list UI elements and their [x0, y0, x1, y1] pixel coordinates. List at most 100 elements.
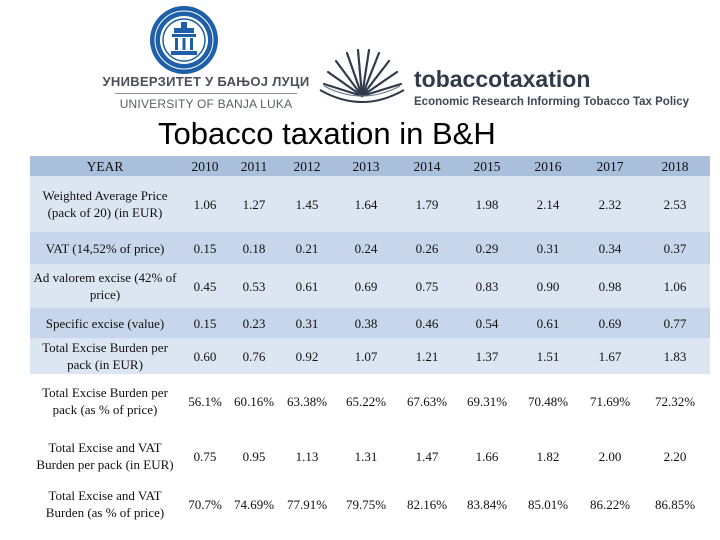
- table-cell: 0.75: [193, 448, 217, 464]
- row-label: Total Excise and VAT Burden per pack (in…: [36, 440, 174, 472]
- table-cell: 0.38: [354, 315, 378, 331]
- table-cell: 0.54: [475, 315, 499, 331]
- table-cell: 79.75%: [345, 496, 387, 512]
- table-cell: 0.76: [242, 348, 266, 364]
- row-label: Ad valorem excise (42% of price): [33, 270, 177, 302]
- table-cell: 0.95: [242, 448, 266, 464]
- table-row: Ad valorem excise (42% of price) 0.45 0.…: [30, 264, 710, 308]
- table-cell: 1.31: [354, 448, 378, 464]
- year-cell: 2010: [191, 158, 219, 174]
- year-cell: 2012: [293, 158, 321, 174]
- table-cell: 0.23: [242, 315, 266, 331]
- year-cell: 2014: [413, 158, 441, 174]
- table-cell: 2.32: [598, 196, 622, 212]
- table-cell: 1.67: [598, 348, 622, 364]
- table-cell: 71.69%: [589, 393, 631, 409]
- table-cell: 2.14: [536, 196, 560, 212]
- table-cell: 0.77: [663, 315, 687, 331]
- year-cell: 2011: [240, 158, 268, 174]
- table-cell: 1.47: [415, 448, 439, 464]
- table-cell: 1.06: [193, 196, 217, 212]
- table-cell: 0.45: [193, 278, 217, 294]
- table-row: Weighted Average Price (pack of 20) (in …: [30, 176, 710, 232]
- table-cell: 1.79: [415, 196, 439, 212]
- row-label: Total Excise Burden per pack (in EUR): [42, 340, 168, 372]
- table-cell: 72.32%: [654, 393, 696, 409]
- university-name-latin: UNIVERSITY OF BANJA LUKA: [119, 97, 293, 111]
- table-cell: 0.60: [193, 348, 217, 364]
- year-cell: 2018: [661, 158, 689, 174]
- table-cell: 1.27: [242, 196, 266, 212]
- table-cell: 0.61: [295, 278, 319, 294]
- table-cell: 0.21: [295, 240, 319, 256]
- table-cell: 74.69%: [233, 496, 275, 512]
- row-label: Total Excise Burden per pack (as % of pr…: [42, 385, 168, 417]
- table-cell: 65.22%: [345, 393, 387, 409]
- table-cell: 77.91%: [286, 496, 328, 512]
- year-cell: 2017: [596, 158, 624, 174]
- table-cell: 1.98: [475, 196, 499, 212]
- year-label: YEAR: [86, 158, 124, 174]
- divider: [115, 93, 297, 94]
- table-cell: 0.15: [193, 240, 217, 256]
- table-cell: 0.31: [295, 315, 319, 331]
- table-cell: 0.75: [415, 278, 439, 294]
- table-cell: 1.21: [415, 348, 439, 364]
- table-cell: 0.69: [354, 278, 378, 294]
- table-cell: 83.84%: [466, 496, 508, 512]
- table-cell: 1.45: [295, 196, 319, 212]
- table-cell: 1.51: [536, 348, 560, 364]
- table-cell: 1.82: [536, 448, 560, 464]
- table-cell: 0.90: [536, 278, 560, 294]
- table-cell: 1.06: [663, 278, 687, 294]
- table-row: Total Excise Burden per pack (as % of pr…: [30, 374, 710, 428]
- table-header-row: YEAR 2010 2011 2012 2013 2014 2015 2016 …: [30, 156, 710, 176]
- year-cell: 2016: [534, 158, 562, 174]
- table-cell: 0.18: [242, 240, 266, 256]
- table-cell: 0.61: [536, 315, 560, 331]
- brand-tagline: Economic Research Informing Tobacco Tax …: [414, 96, 690, 108]
- table-cell: 2.53: [663, 196, 687, 212]
- table-cell: 1.64: [354, 196, 378, 212]
- table-cell: 0.46: [415, 315, 439, 331]
- table-row: Total Excise Burden per pack (in EUR) 0.…: [30, 338, 710, 374]
- row-label: Specific excise (value): [45, 315, 165, 331]
- table-cell: 63.38%: [286, 393, 328, 409]
- row-label: Weighted Average Price (pack of 20) (in …: [42, 188, 168, 220]
- table-cell: 1.07: [354, 348, 378, 364]
- table-cell: 69.31%: [466, 393, 508, 409]
- table-cell: 0.29: [475, 240, 499, 256]
- table-cell: 0.15: [193, 315, 217, 331]
- table-cell: 1.37: [475, 348, 499, 364]
- table-cell: 0.53: [242, 278, 266, 294]
- year-cell: 2015: [473, 158, 501, 174]
- table-cell: 0.34: [598, 240, 622, 256]
- row-label: VAT (14,52% of price): [45, 240, 165, 256]
- table-cell: 1.13: [295, 448, 319, 464]
- table-cell: 2.00: [598, 448, 622, 464]
- table-cell: 0.37: [663, 240, 687, 256]
- row-label: Total Excise and VAT Burden (as % of pri…: [45, 488, 165, 520]
- table-row: VAT (14,52% of price) 0.15 0.18 0.21 0.2…: [30, 232, 710, 264]
- table-cell: 1.66: [475, 448, 499, 464]
- table-cell: 67.63%: [406, 393, 448, 409]
- table-cell: 85.01%: [527, 496, 569, 512]
- table-cell: 0.24: [354, 240, 378, 256]
- table-cell: 86.22%: [589, 496, 631, 512]
- table-row: Specific excise (value) 0.15 0.23 0.31 0…: [30, 308, 710, 338]
- brand-name: tobaccotaxation: [414, 66, 591, 92]
- table-cell: 0.31: [536, 240, 560, 256]
- table-cell: 0.98: [598, 278, 622, 294]
- page-title: Tobacco taxation in B&H: [158, 116, 496, 151]
- table-cell: 0.92: [295, 348, 319, 364]
- table-cell: 0.83: [475, 278, 499, 294]
- table-cell: 0.26: [415, 240, 439, 256]
- table-cell: 56.1%: [188, 393, 222, 409]
- table-cell: 60.16%: [233, 393, 275, 409]
- table-cell: 70.7%: [188, 496, 222, 512]
- table-cell: 82.16%: [406, 496, 448, 512]
- university-seal-logo: [150, 6, 218, 74]
- tobaccotaxation-emblem-logo: [319, 48, 405, 103]
- table-cell: 70.48%: [527, 393, 569, 409]
- table-cell: 1.83: [663, 348, 687, 364]
